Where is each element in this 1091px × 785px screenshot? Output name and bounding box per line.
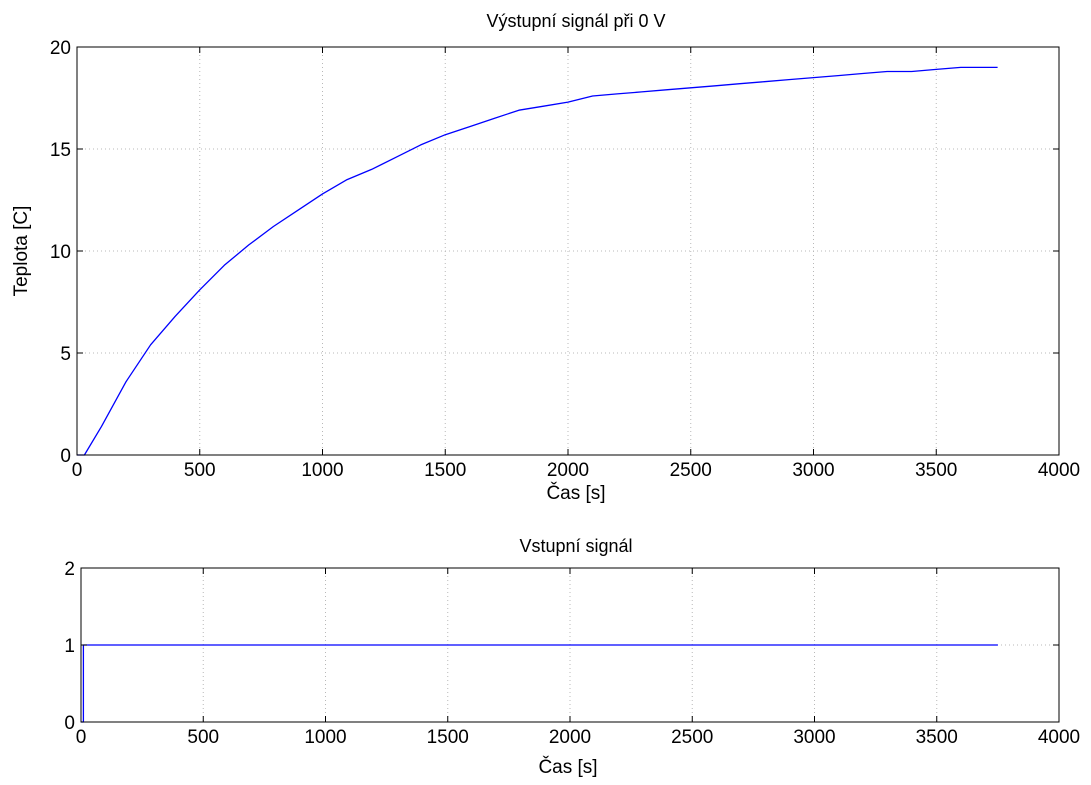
x-tick-label: 1000 (304, 727, 346, 748)
series-line (81, 644, 998, 723)
output-plot-xlabel: Čas [s] (546, 482, 605, 504)
x-tick-label: 3500 (916, 727, 958, 748)
x-tick-label: 2500 (671, 727, 713, 748)
y-tick-label: 2 (64, 559, 75, 580)
x-tick-label: 1000 (301, 460, 343, 481)
input-plot-ticks: 0 500 1000 1500 2000 2500 3000 3500 4000 0 1 2 (64, 559, 1080, 748)
y-tick-label: 10 (50, 242, 71, 263)
x-tick-label: 2000 (549, 727, 591, 748)
y-tick-label: 15 (50, 140, 71, 161)
x-tick-label: 2000 (547, 460, 589, 481)
x-tick-label: 1500 (427, 727, 469, 748)
y-tick-label: 20 (50, 38, 71, 59)
x-tick-label: 500 (184, 460, 216, 481)
x-tick-label: 0 (76, 727, 87, 748)
x-tick-label: 4000 (1038, 727, 1080, 748)
input-plot-title: Vstupní signál (519, 536, 632, 556)
x-tick-label: 500 (187, 727, 219, 748)
input-signal-plot: Vstupní signál 0 500 1000 1500 2000 2500 3000 3… (64, 536, 1080, 778)
input-plot-xlabel: Čas [s] (538, 756, 597, 778)
x-tick-label: 1500 (424, 460, 466, 481)
y-tick-label: 1 (64, 636, 75, 657)
y-tick-label: 0 (64, 713, 75, 734)
x-tick-label: 3500 (915, 460, 957, 481)
output-plot-series (77, 66, 998, 456)
x-tick-label: 2500 (670, 460, 712, 481)
x-tick-label: 0 (72, 460, 83, 481)
series-line (77, 66, 998, 456)
output-plot-ylabel: Teplota [C] (11, 206, 32, 297)
y-tick-label: 0 (60, 446, 71, 467)
output-plot-grid (77, 47, 1059, 455)
y-tick-label: 5 (60, 344, 71, 365)
input-plot-series (81, 644, 998, 723)
x-tick-label: 3000 (793, 727, 835, 748)
output-plot-ticks: 0 500 1000 1500 2000 2500 3000 3500 4000 0 5 10 15 20 (50, 38, 1080, 481)
x-tick-label: 3000 (792, 460, 834, 481)
output-signal-plot: Výstupní signál při 0 V 0 500 1000 1500 2000… (11, 11, 1080, 504)
x-tick-label: 4000 (1038, 460, 1080, 481)
output-plot-title: Výstupní signál při 0 V (486, 11, 665, 31)
